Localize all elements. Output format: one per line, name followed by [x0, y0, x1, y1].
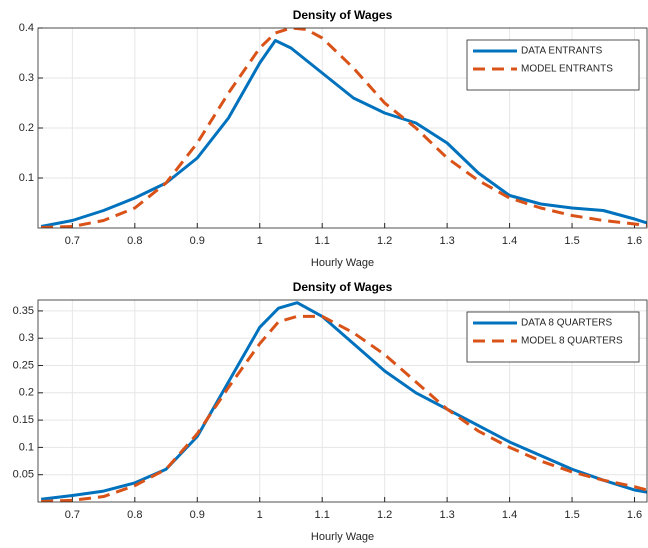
x-tick-label: 0.8: [127, 235, 142, 247]
y-tick-label: 0.2: [19, 122, 34, 134]
y-tick-label: 0.2: [19, 387, 34, 399]
series-line: [40, 39, 647, 228]
x-axis-label: Hourly Wage: [311, 531, 374, 543]
x-tick-label: 1.1: [315, 235, 330, 247]
x-tick-label: 0.7: [65, 235, 80, 247]
chart-title: Density of Wages: [293, 8, 393, 22]
y-tick-label: 0.1: [19, 441, 34, 453]
axes-box: [37, 299, 648, 503]
legend-label: DATA 8 QUARTERS: [521, 318, 612, 329]
x-tick-label: 1.6: [627, 235, 642, 247]
x-axis-label: Hourly Wage: [311, 257, 374, 269]
y-tick-label: 0.35: [13, 305, 34, 317]
legend-label: DATA ENTRANTS: [521, 46, 603, 57]
x-tick-label: 1.2: [377, 509, 392, 521]
legend-box: [466, 311, 640, 363]
x-tick-label: 1: [257, 509, 263, 521]
y-tick-label: 0.15: [13, 414, 34, 426]
y-tick-label: 0.1: [19, 172, 34, 184]
x-tick-label: 1.4: [502, 509, 517, 521]
x-tick-label: 1.5: [564, 509, 579, 521]
x-tick-label: 1.3: [439, 235, 454, 247]
y-tick-label: 0.4: [19, 22, 34, 34]
x-tick-label: 1.5: [564, 235, 579, 247]
axes-box: [37, 27, 648, 229]
x-tick-label: 1.4: [502, 235, 517, 247]
series-line: [41, 28, 647, 228]
x-tick-label: 1.6: [627, 509, 642, 521]
y-tick-label: 0.3: [19, 332, 34, 344]
x-tick-label: 0.8: [127, 509, 142, 521]
legend-label: MODEL ENTRANTS: [521, 64, 613, 75]
x-tick-label: 1.1: [315, 509, 330, 521]
y-tick-label: 0.3: [19, 72, 34, 84]
x-tick-label: 0.7: [65, 509, 80, 521]
x-tick-label: 1: [257, 235, 263, 247]
legend-box: [466, 39, 640, 91]
x-tick-label: 0.9: [190, 509, 205, 521]
y-tick-label: 0.25: [13, 359, 34, 371]
chart-title: Density of Wages: [293, 280, 393, 294]
x-tick-label: 1.3: [439, 509, 454, 521]
x-tick-label: 1.2: [377, 235, 392, 247]
x-tick-label: 0.9: [190, 235, 205, 247]
legend-label: MODEL 8 QUARTERS: [521, 336, 623, 347]
y-tick-label: 0.05: [13, 469, 34, 481]
